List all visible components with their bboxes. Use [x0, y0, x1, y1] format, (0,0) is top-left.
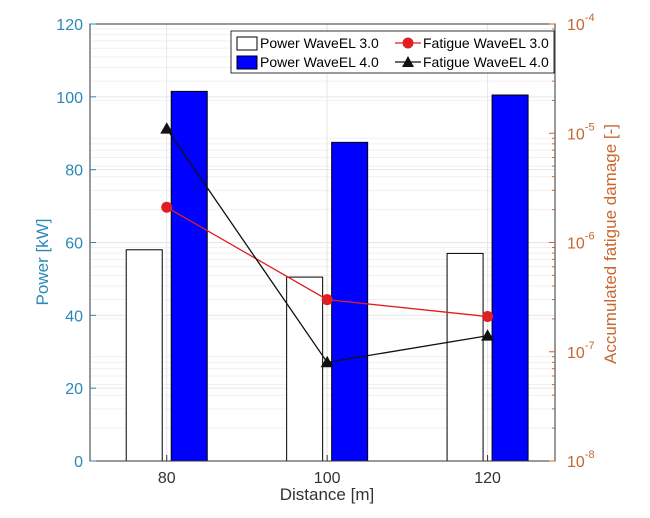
- left-tick-label: 100: [56, 90, 83, 107]
- left-tick-label: 20: [65, 381, 83, 398]
- y-axis-right-label: Accumulated fatigue damage [-]: [601, 124, 620, 364]
- legend-label-power-waveel-3-0: Power WaveEL 3.0: [260, 35, 379, 51]
- point-fatigue-waveel-4-0-120: [481, 329, 495, 341]
- legend-marker-fatigue-waveel-3-0: [402, 37, 414, 49]
- point-fatigue-waveel-3-0-100: [321, 294, 333, 306]
- right-tick-label: 10-5: [567, 121, 595, 143]
- right-tick-label: 10-4: [567, 12, 595, 34]
- bar-power-waveel-3-0-80: [125, 249, 163, 462]
- legend-label-fatigue-waveel-3-0: Fatigue WaveEL 3.0: [423, 35, 549, 51]
- y-axis-left-label: Power [kW]: [33, 219, 52, 306]
- legend-marker-fatigue-waveel-4-0: [402, 56, 414, 67]
- legend-label-power-waveel-4-0: Power WaveEL 4.0: [260, 54, 379, 70]
- left-axis-ticks: 0 20 40 60 80 100 120: [56, 17, 96, 471]
- left-tick-label: 60: [65, 236, 83, 253]
- legend-swatch-power-waveel-4-0: [236, 55, 258, 70]
- right-tick-label: 10-6: [567, 231, 595, 253]
- bar-power-waveel-3-0-100: [286, 276, 324, 462]
- legend-swatch-power-waveel-3-0: [236, 36, 258, 51]
- right-axis-ticks: 10-8 10-7 10-6 10-5 10-4: [549, 12, 595, 471]
- right-tick-label: 10-7: [567, 340, 595, 362]
- x-axis-ticks: 80 100 120: [158, 455, 501, 487]
- legend-label-fatigue-waveel-4-0: Fatigue WaveEL 4.0: [423, 54, 549, 70]
- bar-power-waveel-3-0-120: [446, 252, 484, 462]
- point-fatigue-waveel-3-0-120: [482, 311, 494, 323]
- bar-power-waveel-4-0-120: [491, 94, 529, 462]
- bars: [125, 90, 529, 462]
- left-tick-label: 80: [65, 163, 83, 180]
- point-fatigue-waveel-4-0-80: [160, 122, 174, 134]
- point-fatigue-waveel-4-0-100: [320, 355, 334, 368]
- legend-box: [230, 30, 555, 74]
- left-tick-label: 0: [74, 454, 83, 471]
- bar-power-waveel-4-0-80: [170, 90, 208, 462]
- point-fatigue-waveel-3-0-80: [161, 201, 173, 213]
- legend: Power WaveEL 3.0 Fatigue WaveEL 3.0 Power …: [230, 30, 555, 74]
- fatigue-lines: [160, 122, 495, 368]
- right-tick-label: 10-8: [567, 449, 595, 471]
- x-tick-label: 100: [314, 470, 341, 487]
- x-tick-label: 80: [158, 470, 176, 487]
- left-tick-label: 40: [65, 308, 83, 325]
- x-axis-label: Distance [m]: [280, 485, 374, 504]
- x-tick-label: 120: [474, 470, 501, 487]
- left-tick-label: 120: [56, 17, 83, 34]
